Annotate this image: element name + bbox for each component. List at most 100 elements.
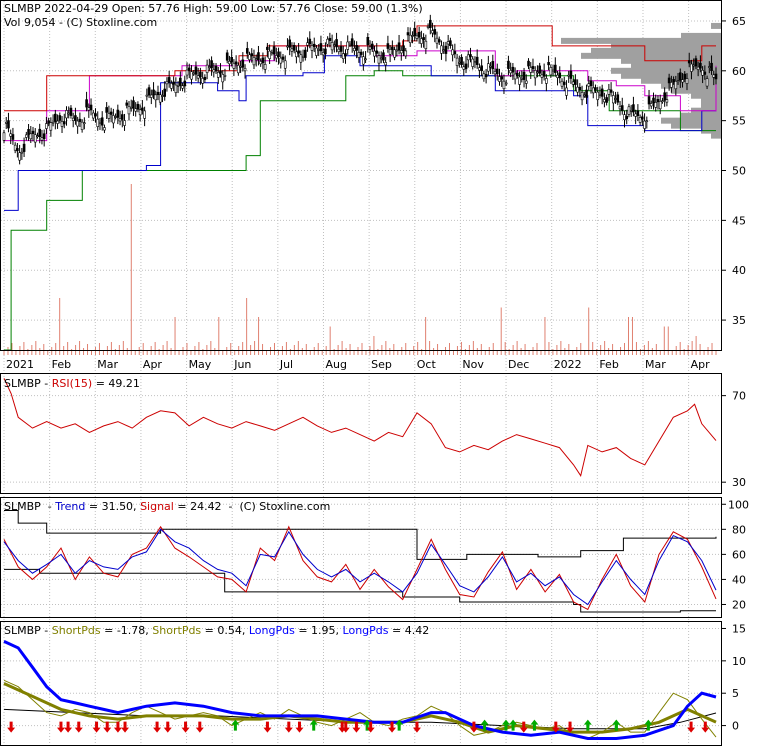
candle-body bbox=[701, 69, 704, 76]
short2-line bbox=[3, 682, 717, 734]
candle-body bbox=[399, 50, 403, 54]
pds-tick-label: 0 bbox=[732, 720, 739, 733]
down-arrow-icon bbox=[295, 721, 304, 733]
price-tick-label: 35 bbox=[732, 314, 746, 327]
down-arrow-icon bbox=[64, 721, 73, 733]
candle-body bbox=[475, 56, 479, 65]
candle-body bbox=[435, 37, 439, 44]
macd-tick-label: 100 bbox=[728, 498, 749, 511]
candle-body bbox=[373, 50, 376, 57]
candle-body bbox=[328, 37, 332, 42]
candle-body bbox=[654, 102, 658, 108]
candle-body bbox=[183, 80, 187, 87]
candle-body bbox=[33, 134, 37, 143]
candle-body bbox=[366, 36, 370, 46]
candle-body bbox=[524, 80, 528, 84]
up-arrow-icon bbox=[395, 719, 404, 731]
candle-body bbox=[583, 94, 586, 97]
candle-body bbox=[547, 62, 550, 66]
pds-dash: - bbox=[41, 624, 52, 637]
rsi-lines bbox=[3, 378, 717, 477]
macd-tick-label: 40 bbox=[732, 573, 746, 586]
candle-body bbox=[16, 148, 19, 152]
volume-profile-bar bbox=[681, 32, 721, 39]
candle-body bbox=[687, 60, 691, 64]
candle-body bbox=[257, 52, 260, 61]
candle-body bbox=[38, 128, 42, 137]
down-arrow-icon bbox=[366, 721, 375, 733]
price-tick-label: 65 bbox=[732, 15, 746, 28]
up-arrow-icon bbox=[612, 719, 621, 731]
candle-body bbox=[176, 85, 180, 87]
candle-body bbox=[449, 40, 452, 46]
volume-profile-bar bbox=[691, 92, 721, 99]
candle-body bbox=[431, 30, 434, 34]
month-label: Jun bbox=[233, 358, 251, 371]
volume-profile-bar bbox=[701, 102, 721, 109]
candle-body bbox=[422, 37, 425, 41]
candle-body bbox=[237, 65, 240, 74]
candle-body bbox=[710, 62, 713, 71]
candle-body bbox=[147, 87, 151, 96]
candle-body bbox=[134, 108, 137, 112]
candle-body bbox=[275, 55, 278, 59]
candle-body bbox=[411, 35, 414, 37]
candle-body bbox=[580, 92, 584, 101]
price-tick-label: 55 bbox=[732, 115, 746, 128]
pds-tick-label: 5 bbox=[732, 687, 739, 700]
candle-body bbox=[685, 78, 689, 84]
candle-body bbox=[556, 74, 559, 78]
down-arrow-icon bbox=[181, 721, 190, 733]
candle-body bbox=[386, 43, 390, 49]
candle-body bbox=[304, 49, 307, 58]
candle-body bbox=[286, 45, 289, 48]
month-label: Oct bbox=[417, 358, 437, 371]
candle-body bbox=[114, 116, 117, 118]
long2-value: = 4.42 bbox=[389, 624, 430, 637]
price-tick-label: 60 bbox=[732, 65, 746, 78]
volume-profile-bar bbox=[671, 87, 721, 94]
month-label: Jul bbox=[279, 358, 293, 371]
candle-body bbox=[663, 92, 666, 101]
candle-body bbox=[357, 52, 361, 58]
candle-body bbox=[451, 49, 454, 56]
candle-body bbox=[638, 117, 642, 123]
candle-body bbox=[337, 48, 341, 52]
candle-body bbox=[522, 71, 526, 80]
candle-body bbox=[120, 114, 124, 120]
candle-body bbox=[473, 61, 477, 63]
candle-body bbox=[196, 75, 200, 79]
down-arrow-icon bbox=[551, 721, 560, 733]
rsi-grid bbox=[1, 395, 721, 483]
candle-body bbox=[406, 32, 410, 36]
candle-body bbox=[69, 107, 73, 116]
candle-body bbox=[377, 55, 381, 64]
candle-body bbox=[536, 71, 539, 74]
candle-body bbox=[45, 123, 48, 129]
candle-body bbox=[310, 45, 314, 51]
candle-body bbox=[690, 63, 693, 72]
candle-body bbox=[665, 99, 669, 103]
macd-tick-label: 60 bbox=[732, 548, 746, 561]
candle-body bbox=[605, 97, 608, 103]
candle-body bbox=[641, 116, 644, 120]
candle-body bbox=[201, 78, 204, 84]
candle-body bbox=[350, 38, 354, 47]
candle-body bbox=[446, 41, 450, 45]
candle-body bbox=[574, 79, 577, 85]
candle-body bbox=[312, 43, 316, 48]
candle-body bbox=[471, 58, 475, 67]
candle-body bbox=[518, 76, 521, 85]
long1-line bbox=[3, 640, 717, 740]
candle-body bbox=[348, 43, 352, 46]
candle-body bbox=[96, 118, 100, 127]
candle-body bbox=[587, 83, 591, 87]
volume-profile-bar bbox=[661, 117, 721, 124]
candle-body bbox=[281, 56, 285, 60]
candle-body bbox=[321, 52, 325, 56]
volume-profile-bar bbox=[661, 82, 721, 89]
candle-body bbox=[54, 113, 57, 122]
up-arrow-icon bbox=[530, 719, 539, 731]
candle-body bbox=[504, 82, 508, 85]
